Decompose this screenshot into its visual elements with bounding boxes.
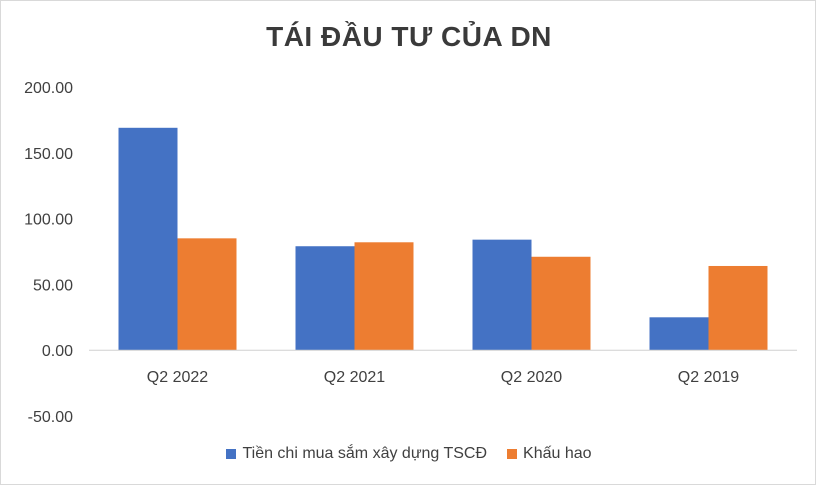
y-tick-label: 100.00	[24, 212, 73, 229]
bar-capex-0	[118, 127, 178, 351]
x-axis: Q2 2022 Q2 2021 Q2 2020 Q2 2019	[147, 369, 739, 386]
x-tick-label: Q2 2022	[147, 369, 208, 386]
x-tick-label: Q2 2019	[678, 369, 739, 386]
x-tick-label: Q2 2021	[324, 369, 385, 386]
bar-depreciation-0	[177, 238, 237, 351]
y-tick-label: 50.00	[33, 277, 73, 294]
x-tick-label: Q2 2020	[501, 369, 562, 386]
legend-label: Tiền chi mua sắm xây dựng TSCĐ	[242, 445, 488, 462]
y-tick-label: 200.00	[24, 80, 73, 97]
legend-item: Khấu hao	[507, 445, 592, 463]
legend-label: Khấu hao	[523, 445, 592, 462]
y-tick-label: 150.00	[24, 146, 73, 163]
bar-capex-2	[472, 239, 532, 351]
legend-item: Tiền chi mua sắm xây dựng TSCĐ	[226, 445, 487, 463]
legend: Tiền chi mua sắm xây dựng TSCĐ Khấu hao	[1, 445, 816, 463]
bar-depreciation-1	[354, 242, 414, 351]
legend-swatch	[507, 449, 518, 459]
y-axis: 200.00 150.00 100.00 50.00 0.00 -50.00	[24, 80, 73, 426]
bar-capex-1	[295, 246, 355, 351]
legend-swatch	[226, 449, 237, 459]
y-tick-label: -50.00	[28, 409, 73, 426]
bar-capex-3	[649, 317, 709, 351]
bars	[118, 127, 768, 351]
y-tick-label: 0.00	[42, 343, 73, 360]
chart-title: TÁI ĐẦU TƯ CỦA DN	[266, 21, 552, 52]
bar-depreciation-3	[708, 265, 768, 351]
bar-depreciation-2	[531, 256, 591, 351]
